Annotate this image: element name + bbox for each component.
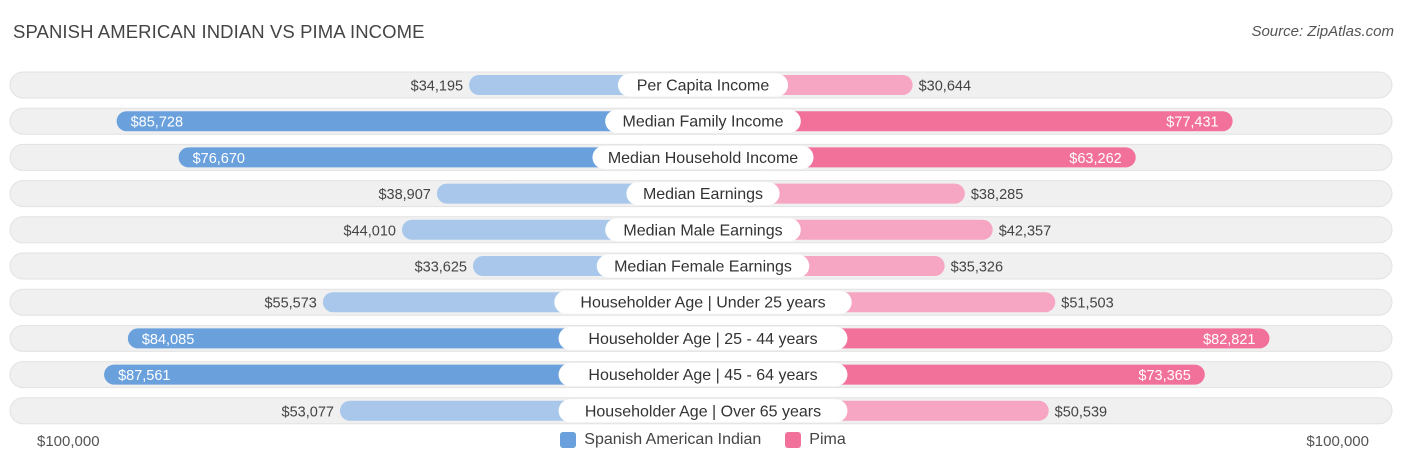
- value-label-spanish-american-indian: $34,195: [411, 79, 463, 95]
- bar-spanish-american-indian: [104, 364, 703, 385]
- value-label-spanish-american-indian: $87,561: [118, 368, 170, 384]
- category-label: Per Capita Income: [637, 78, 770, 95]
- value-label-pima: $50,539: [1055, 404, 1107, 420]
- category-label: Median Family Income: [623, 114, 784, 131]
- category-label: Householder Age | Over 65 years: [585, 403, 821, 420]
- value-label-pima: $63,262: [1069, 151, 1121, 167]
- category-label: Householder Age | 25 - 44 years: [588, 331, 817, 348]
- bar-spanish-american-indian: [178, 147, 703, 168]
- category-label-background: [617, 73, 789, 97]
- bar-spanish-american-indian: [116, 111, 703, 132]
- value-label-spanish-american-indian: $84,085: [142, 332, 194, 348]
- legend-label-pima: Pima: [809, 431, 846, 448]
- category-label-background: [626, 182, 780, 206]
- value-label-spanish-american-indian: $44,010: [344, 223, 396, 239]
- value-label-spanish-american-indian: $85,728: [131, 115, 183, 131]
- category-label: Median Male Earnings: [623, 222, 782, 239]
- legend: Spanish American Indian Pima: [0, 431, 1406, 449]
- income-comparison-chart: $34,195 $30,644 Per Capita Income $85,728 $7…: [9, 71, 1393, 425]
- legend-item-spanish-american-indian: Spanish American Indian: [560, 431, 761, 449]
- value-label-pima: $77,431: [1166, 115, 1218, 131]
- category-label: Householder Age | Under 25 years: [580, 295, 825, 312]
- legend-label-spanish-american-indian: Spanish American Indian: [584, 431, 762, 448]
- value-label-spanish-american-indian: $33,625: [415, 260, 467, 276]
- axis-right-label: $100,000: [1306, 433, 1369, 450]
- value-label-pima: $82,821: [1203, 332, 1255, 348]
- legend-item-pima: Pima: [785, 431, 846, 449]
- category-label-background: [592, 145, 814, 169]
- legend-swatch-pima: [785, 432, 802, 448]
- category-label-background: [596, 254, 810, 278]
- legend-swatch-spanish-american-indian: [560, 432, 577, 448]
- value-label-pima: $42,357: [999, 223, 1051, 239]
- value-label-spanish-american-indian: $55,573: [264, 296, 316, 312]
- source-credit: Source: ZipAtlas.com: [1251, 23, 1394, 40]
- value-label-pima: $73,365: [1138, 368, 1190, 384]
- category-label-background: [605, 109, 801, 133]
- category-label-background: [558, 399, 848, 423]
- value-label-pima: $38,285: [971, 187, 1023, 203]
- category-label-background: [554, 290, 852, 314]
- bar-pima: [703, 111, 1233, 132]
- category-label-background: [605, 218, 801, 242]
- category-label: Median Female Earnings: [614, 259, 792, 276]
- value-label-spanish-american-indian: $38,907: [378, 187, 430, 203]
- category-label: Median Household Income: [608, 150, 798, 167]
- category-label-background: [558, 326, 848, 350]
- value-label-pima: $51,503: [1061, 296, 1113, 312]
- value-label-pima: $35,326: [951, 260, 1003, 276]
- value-label-spanish-american-indian: $76,670: [193, 151, 245, 167]
- chart-title: SPANISH AMERICAN INDIAN VS PIMA INCOME: [13, 21, 425, 42]
- value-label-pima: $30,644: [919, 79, 971, 95]
- category-label: Median Earnings: [643, 186, 763, 203]
- category-label: Householder Age | 45 - 64 years: [588, 367, 817, 384]
- value-label-spanish-american-indian: $53,077: [282, 404, 334, 420]
- category-label-background: [558, 363, 848, 387]
- axis-left-label: $100,000: [37, 433, 100, 450]
- bar-spanish-american-indian: [127, 328, 704, 349]
